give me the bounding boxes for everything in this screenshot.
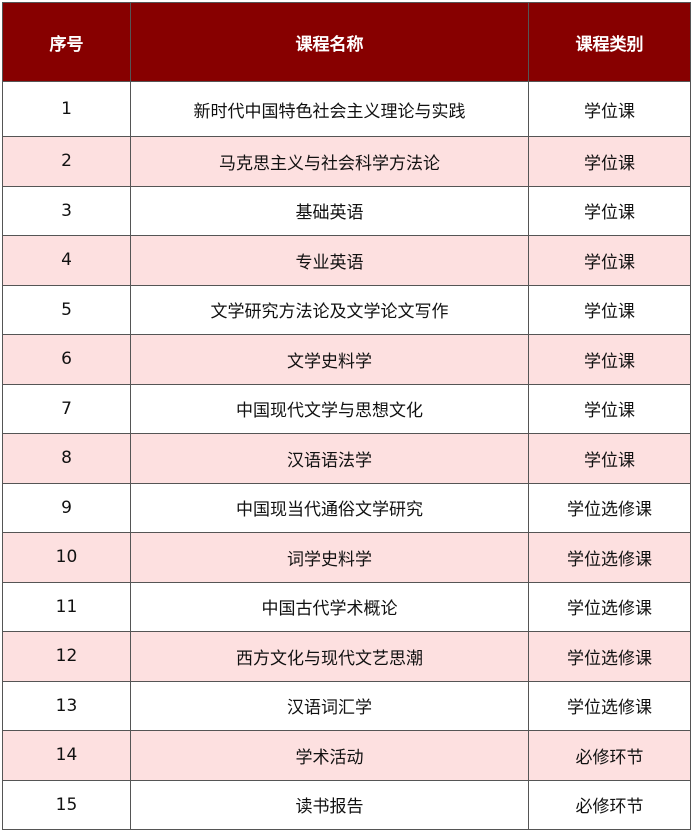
cell-index: 13 [2,680,131,731]
cell-course-name: 文学史料学 [130,334,529,385]
cell-index: 1 [2,81,131,137]
table-row: 9 中国现当代通俗文学研究 学位选修课 [2,482,691,533]
cell-course-type: 必修环节 [528,730,691,781]
cell-course-type: 学位课 [528,81,691,137]
cell-course-name: 文学研究方法论及文学论文写作 [130,284,529,335]
table-row: 6 文学史料学 学位课 [2,334,691,385]
table-row: 5 文学研究方法论及文学论文写作 学位课 [2,284,691,335]
cell-index: 5 [2,284,131,335]
cell-course-type: 学位课 [528,383,691,434]
cell-index: 12 [2,631,131,682]
cell-course-type: 学位课 [528,284,691,335]
cell-index: 10 [2,532,131,583]
cell-index: 4 [2,235,131,286]
cell-course-name: 新时代中国特色社会主义理论与实践 [130,81,529,137]
cell-course-name: 中国现代文学与思想文化 [130,383,529,434]
table-row: 14 学术活动 必修环节 [2,730,691,781]
table-row: 12 西方文化与现代文艺思潮 学位选修课 [2,631,691,682]
cell-index: 9 [2,482,131,533]
cell-course-name: 读书报告 [130,779,529,830]
cell-course-name: 中国现当代通俗文学研究 [130,482,529,533]
cell-course-type: 学位课 [528,235,691,286]
cell-course-name: 词学史料学 [130,532,529,583]
header-index: 序号 [2,2,131,82]
cell-course-type: 学位课 [528,185,691,236]
cell-course-name: 基础英语 [130,185,529,236]
cell-index: 6 [2,334,131,385]
table-row: 2 马克思主义与社会科学方法论 学位课 [2,136,691,187]
cell-course-name: 马克思主义与社会科学方法论 [130,136,529,187]
table-row: 1 新时代中国特色社会主义理论与实践 学位课 [2,81,691,137]
table-row: 13 汉语词汇学 学位选修课 [2,680,691,731]
cell-index: 14 [2,730,131,781]
cell-index: 7 [2,383,131,434]
header-course-name: 课程名称 [130,2,529,82]
table-row: 8 汉语语法学 学位课 [2,433,691,484]
cell-course-type: 学位课 [528,136,691,187]
table-row: 7 中国现代文学与思想文化 学位课 [2,383,691,434]
cell-course-name: 专业英语 [130,235,529,286]
cell-index: 15 [2,779,131,830]
header-row: 序号 课程名称 课程类别 [2,2,691,82]
cell-course-type: 学位选修课 [528,680,691,731]
cell-course-name: 汉语词汇学 [130,680,529,731]
table-row: 11 中国古代学术概论 学位选修课 [2,581,691,632]
cell-course-name: 学术活动 [130,730,529,781]
cell-course-type: 必修环节 [528,779,691,830]
cell-index: 11 [2,581,131,632]
cell-course-type: 学位课 [528,433,691,484]
cell-course-type: 学位选修课 [528,631,691,682]
cell-course-name: 汉语语法学 [130,433,529,484]
cell-index: 3 [2,185,131,236]
cell-course-type: 学位选修课 [528,532,691,583]
cell-course-name: 中国古代学术概论 [130,581,529,632]
table-row: 15 读书报告 必修环节 [2,779,691,830]
cell-course-type: 学位选修课 [528,482,691,533]
cell-index: 8 [2,433,131,484]
cell-index: 2 [2,136,131,187]
table-row: 10 词学史料学 学位选修课 [2,532,691,583]
cell-course-type: 学位选修课 [528,581,691,632]
header-course-type: 课程类别 [528,2,691,82]
cell-course-name: 西方文化与现代文艺思潮 [130,631,529,682]
table-row: 3 基础英语 学位课 [2,185,691,236]
table-row: 4 专业英语 学位课 [2,235,691,286]
cell-course-type: 学位课 [528,334,691,385]
